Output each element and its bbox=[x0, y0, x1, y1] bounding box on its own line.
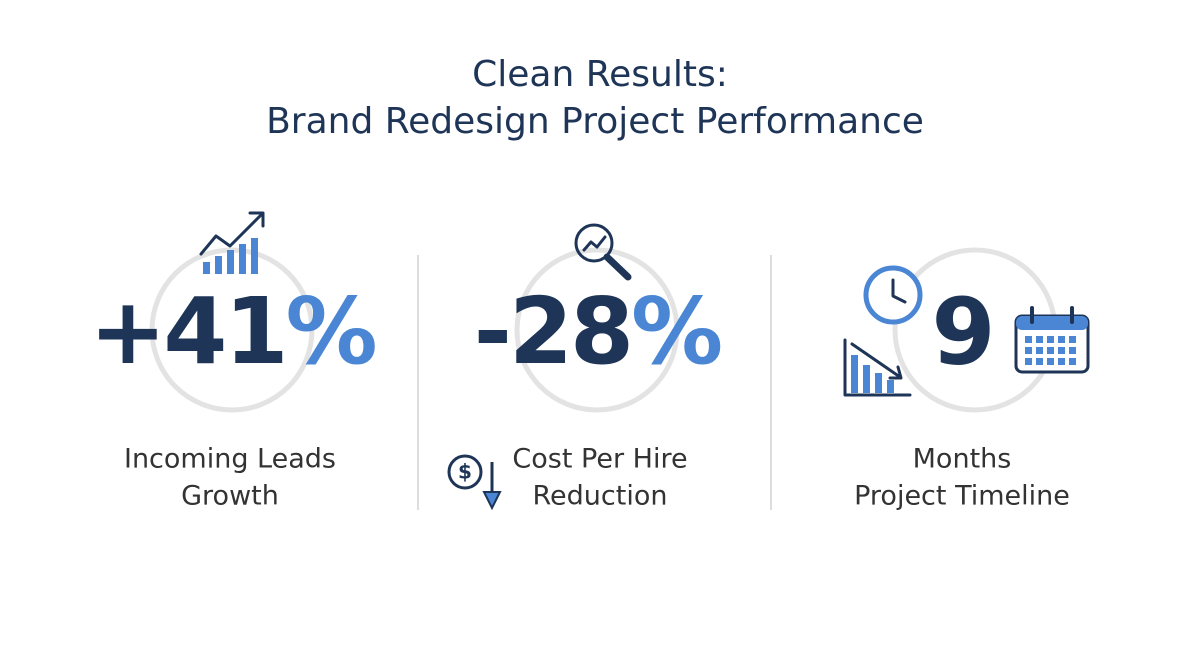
calendar-cell bbox=[1058, 336, 1065, 343]
calendar-cell bbox=[1069, 347, 1076, 354]
calendar-cell bbox=[1025, 358, 1032, 365]
stat-value: -28% bbox=[474, 278, 721, 385]
stat-label: Incoming Leads bbox=[124, 444, 336, 475]
calendar-cell bbox=[1036, 347, 1043, 354]
svg-text:$: $ bbox=[458, 460, 472, 484]
calendar-cell bbox=[1025, 336, 1032, 343]
stat-label: Project Timeline bbox=[854, 481, 1070, 512]
calendar-cell bbox=[1047, 336, 1054, 343]
ring bbox=[514, 247, 680, 413]
calendar-icon bbox=[1014, 306, 1090, 374]
calendar-cell bbox=[1036, 358, 1043, 365]
stat-label: Reduction bbox=[533, 481, 668, 512]
stat-unit: % bbox=[631, 278, 721, 385]
stat-label: Growth bbox=[181, 481, 279, 512]
stat-value: 9 bbox=[931, 278, 992, 385]
clock-icon bbox=[863, 265, 923, 325]
stat-value: +41% bbox=[89, 278, 375, 385]
search-icon bbox=[574, 223, 632, 281]
growth-icon bbox=[199, 211, 265, 274]
calendar-cell bbox=[1047, 358, 1054, 365]
stat: +41% Incoming Leads Growth bbox=[89, 278, 378, 512]
title-line: Clean Results: bbox=[472, 54, 728, 95]
cost-icon: $ bbox=[447, 454, 502, 511]
title-line: Brand Redesign Project Performance bbox=[266, 101, 924, 142]
stat-label: Cost Per Hire bbox=[512, 444, 687, 475]
stat-unit: % bbox=[285, 278, 375, 385]
calendar-cell bbox=[1058, 358, 1065, 365]
calendar-cell bbox=[1069, 336, 1076, 343]
stat-number: -28 bbox=[474, 278, 631, 385]
calendar-cell bbox=[1047, 347, 1054, 354]
calendar-cell bbox=[1069, 358, 1076, 365]
calendar-cell bbox=[1058, 347, 1065, 354]
stat-number: +41 bbox=[89, 278, 285, 385]
stat-label: Months bbox=[913, 444, 1012, 475]
decline-icon bbox=[843, 338, 912, 397]
calendar-cell bbox=[1036, 336, 1043, 343]
stat: 9 Months Project Timeline bbox=[854, 278, 1070, 511]
calendar-cell bbox=[1025, 347, 1032, 354]
stat: -28% Cost Per Hire Reduction bbox=[474, 278, 724, 512]
